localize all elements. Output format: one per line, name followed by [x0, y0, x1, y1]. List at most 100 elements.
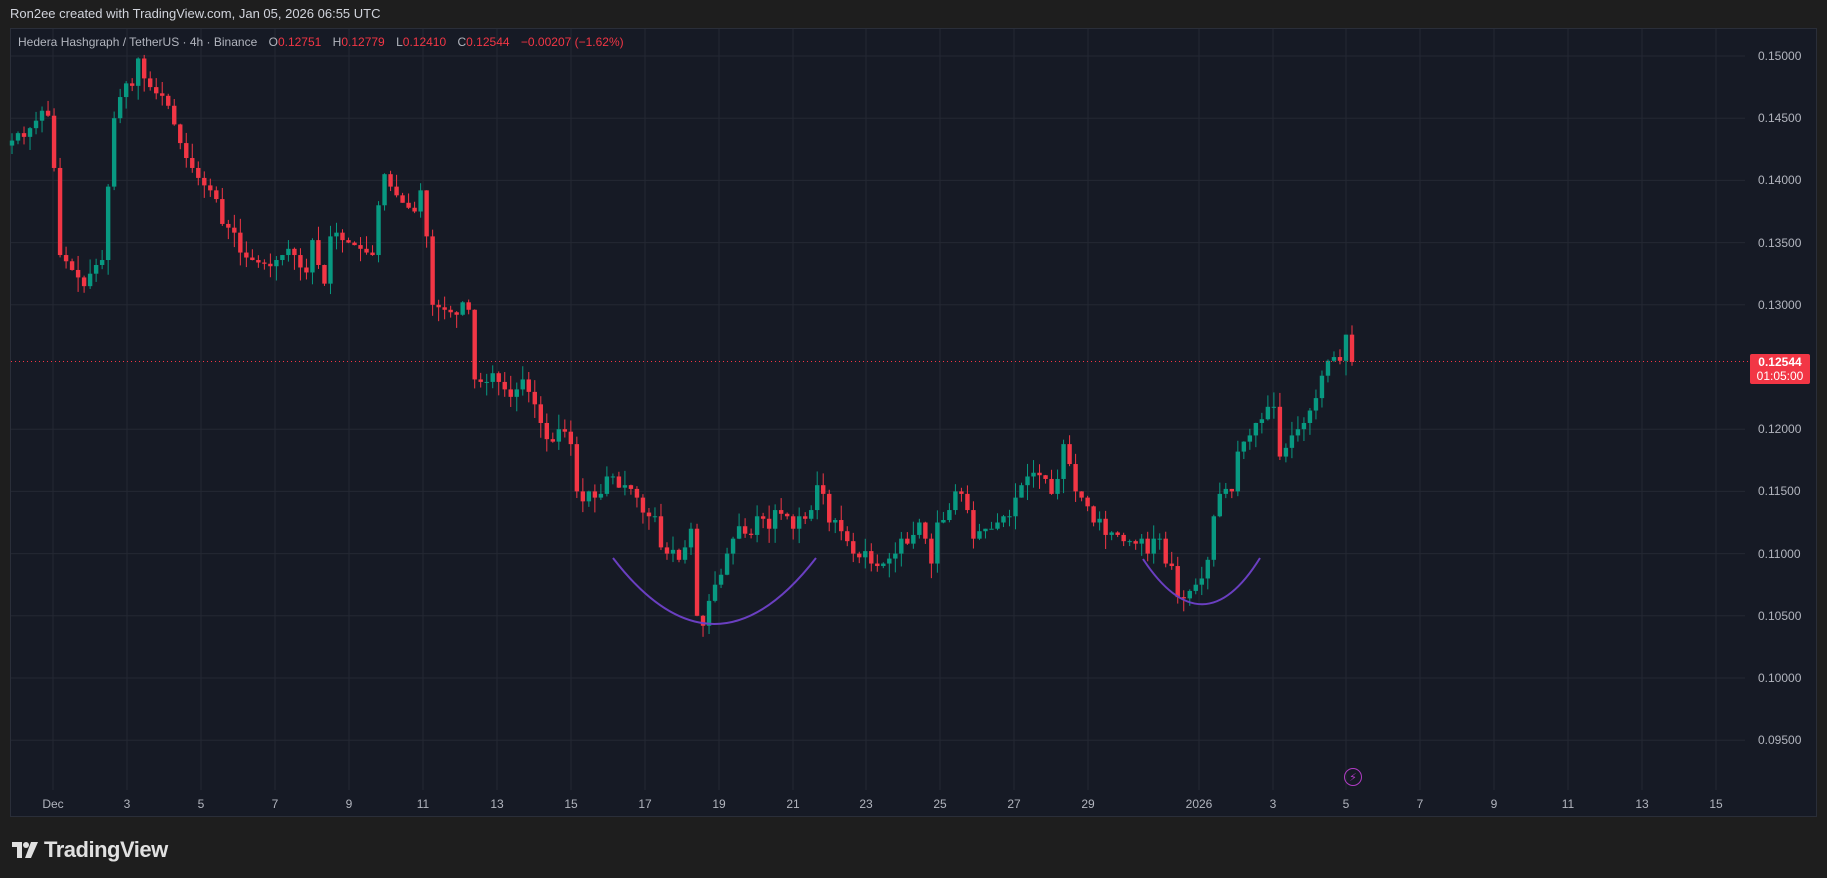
candle-body: [141, 58, 147, 79]
tradingview-logo-icon: [12, 842, 38, 858]
candle-body: [123, 83, 129, 98]
candle-body: [502, 381, 507, 390]
candle-body: [833, 520, 838, 523]
candle-body: [262, 262, 267, 264]
candle-body: [1277, 406, 1283, 457]
price-tick-label: 0.13500: [1758, 235, 1802, 250]
candle-body: [845, 531, 850, 542]
candle-body: [610, 476, 616, 478]
price-tick-label: 0.14000: [1758, 173, 1802, 188]
candle-body: [1259, 419, 1265, 423]
last-price-label: 0.12544 01:05:00: [1750, 353, 1810, 384]
candle-body: [472, 309, 477, 380]
candle-body: [574, 444, 580, 492]
price-tick-label: 0.11000: [1758, 546, 1801, 561]
candle-body: [1307, 410, 1313, 423]
high-value: 0.12779: [341, 35, 385, 49]
candle-body: [1001, 516, 1006, 523]
candle-body: [1229, 488, 1235, 492]
candle-body: [1199, 578, 1204, 585]
candle-body: [1139, 538, 1144, 544]
candle-body: [730, 538, 736, 554]
candle-body: [496, 373, 501, 382]
price-tick-label: 0.12000: [1758, 422, 1802, 437]
price-tick-label: 0.14500: [1758, 111, 1802, 126]
time-tick-label: 17: [638, 797, 652, 811]
time-tick-label: 15: [1709, 797, 1723, 811]
time-tick-label: 23: [859, 797, 873, 811]
symbol-title[interactable]: Hedera Hashgraph / TetherUS · 4h · Binan…: [18, 35, 258, 49]
candle-body: [592, 491, 598, 498]
price-tick-label: 0.11500: [1758, 484, 1801, 499]
candle-body: [652, 516, 658, 518]
candle-body: [1073, 464, 1078, 492]
candle-body: [352, 242, 357, 246]
candle-body: [568, 431, 574, 445]
candle-body: [430, 236, 435, 305]
candle-body: [784, 513, 790, 517]
change-value: −0.00207 (−1.62%): [520, 35, 624, 49]
candle-body: [1115, 532, 1120, 535]
candle-body: [111, 118, 117, 187]
candle-body: [39, 110, 45, 121]
time-tick-label: 7: [1416, 797, 1424, 811]
time-tick-label: 21: [786, 797, 800, 811]
candle-body: [827, 493, 832, 523]
bar-countdown: 01:05:00: [1756, 368, 1804, 383]
candle-body: [226, 223, 231, 228]
candle-body: [694, 528, 700, 616]
candle-body: [9, 140, 15, 146]
candle-body: [220, 199, 225, 224]
rounded-bottom-arc-1[interactable]: [612, 557, 817, 625]
candle-body: [33, 120, 39, 129]
candle-body: [1241, 441, 1247, 452]
candle-body: [400, 195, 405, 203]
candle-body: [448, 309, 453, 313]
chart-pane[interactable]: [10, 28, 1817, 817]
time-tick-label: 5: [1342, 797, 1350, 811]
candle-body: [508, 389, 513, 397]
candle-body: [1265, 406, 1271, 420]
candle-body: [51, 115, 57, 168]
candle-body: [947, 510, 952, 521]
candle-body: [442, 307, 447, 310]
candle-body: [754, 516, 760, 535]
candle-body: [556, 429, 562, 442]
rounded-bottom-arc-2[interactable]: [1142, 557, 1261, 606]
candle-body: [1037, 472, 1042, 476]
candle-body: [1181, 597, 1186, 599]
low-value: 0.12410: [402, 35, 447, 49]
candle-body: [166, 95, 171, 106]
candle-body: [977, 531, 982, 539]
candle-body: [544, 422, 549, 440]
candle-body: [1109, 532, 1114, 535]
candle-body: [598, 493, 604, 498]
candle-body: [875, 563, 880, 567]
candle-body: [1031, 472, 1036, 477]
candle-body: [460, 302, 465, 315]
candle-body: [1331, 357, 1337, 361]
candle-body: [172, 105, 177, 125]
candle-body: [1067, 444, 1072, 465]
candle-body: [160, 93, 165, 96]
lightning-event-icon[interactable]: ⚡: [1344, 768, 1362, 786]
candle-body: [995, 522, 1000, 529]
candle-body: [1079, 491, 1084, 498]
candle-body: [742, 526, 748, 534]
candle-body: [802, 516, 808, 519]
time-tick-label: 15: [564, 797, 578, 811]
time-tick-label: 29: [1081, 797, 1095, 811]
candle-body: [929, 538, 934, 564]
low-key: L: [396, 35, 403, 49]
candle-body: [808, 510, 814, 519]
candle-body: [1085, 497, 1090, 507]
candle-body: [917, 522, 922, 535]
candle-body: [526, 379, 531, 392]
candle-body: [1295, 429, 1301, 436]
candle-body: [550, 439, 556, 442]
candle-body: [1187, 590, 1192, 599]
candle-body: [983, 528, 988, 532]
candle-body: [706, 600, 712, 626]
candle-body: [778, 510, 784, 514]
